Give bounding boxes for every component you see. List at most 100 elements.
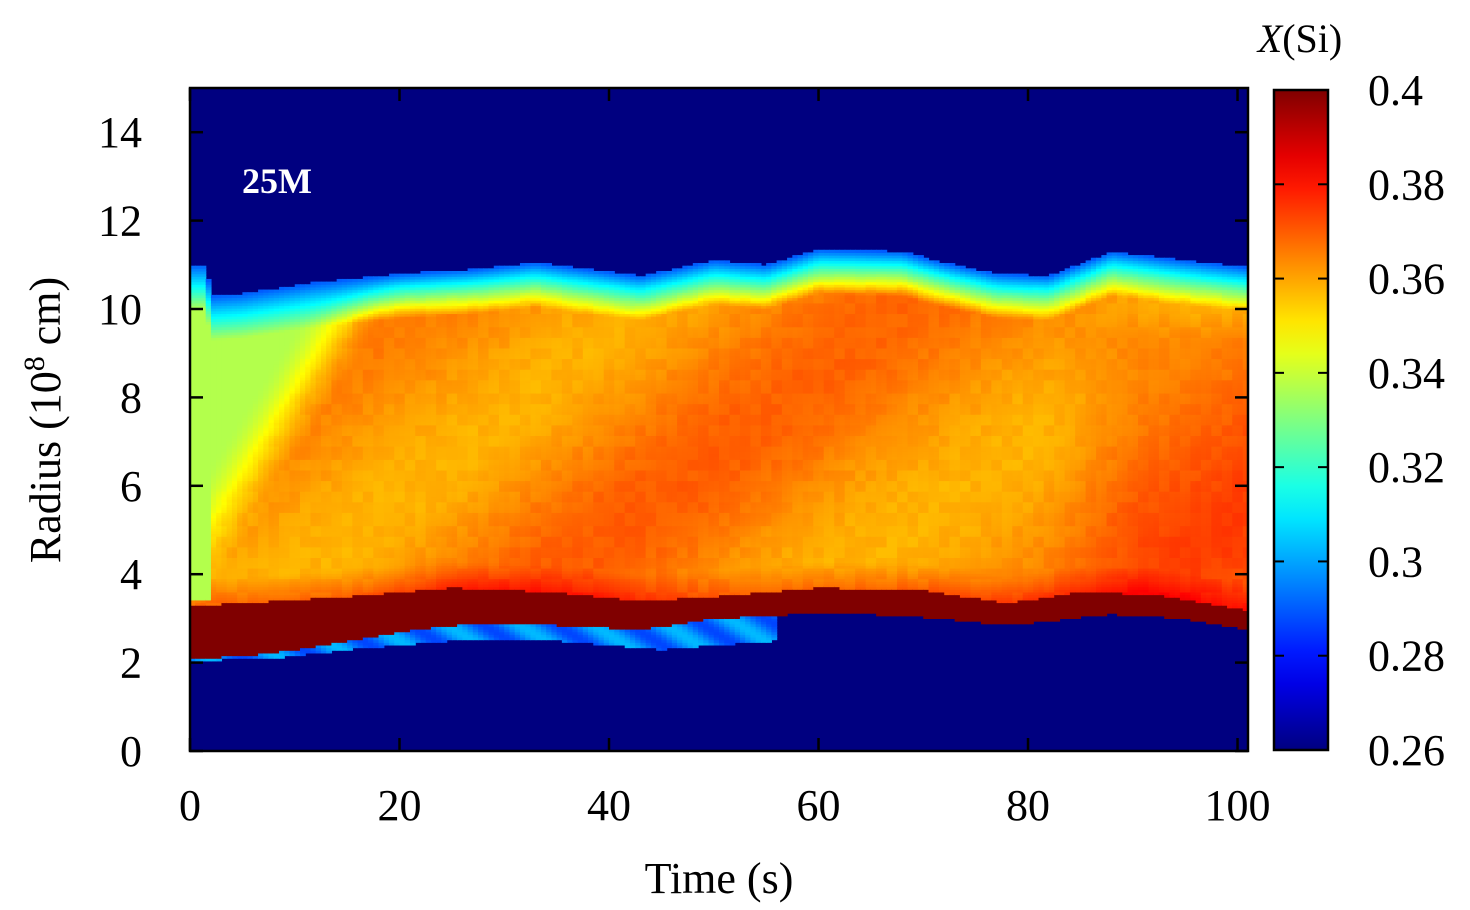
- heatmap-cell: [347, 318, 353, 322]
- heatmap-cell: [409, 422, 416, 429]
- heatmap-cell: [273, 300, 280, 304]
- heatmap-cell: [216, 300, 223, 304]
- heatmap-cell: [221, 560, 228, 564]
- heatmap-cell: [268, 528, 275, 532]
- heatmap-cell: [441, 483, 448, 495]
- heatmap-cell: [231, 310, 238, 315]
- heatmap-cell: [231, 544, 238, 548]
- heatmap-cell: [336, 347, 343, 352]
- heatmap-cell: [252, 427, 259, 431]
- heatmap-cell: [252, 528, 259, 532]
- heatmap-cell: [247, 546, 254, 551]
- heatmap-cell: [389, 453, 395, 460]
- heatmap-cell: [378, 448, 385, 452]
- heatmap-cell: [258, 390, 264, 394]
- heatmap-cell: [299, 300, 306, 304]
- heatmap-cell: [436, 469, 443, 482]
- heatmap-cell: [457, 398, 463, 405]
- heatmap-cell: [289, 313, 296, 317]
- heatmap-cell: [305, 451, 312, 455]
- heatmap-cell: [341, 316, 348, 320]
- heatmap-cell: [258, 387, 264, 391]
- heatmap-cell: [231, 300, 238, 304]
- heatmap-cell: [320, 371, 327, 376]
- heatmap-cell: [268, 517, 275, 521]
- heatmap-cell: [368, 392, 374, 397]
- heatmap-cell: [357, 517, 364, 527]
- heatmap-cell: [305, 493, 312, 498]
- heatmap-cell: [399, 575, 406, 580]
- heatmap-cell: [357, 408, 364, 413]
- heatmap-cell: [279, 408, 285, 413]
- heatmap-cell: [362, 530, 369, 537]
- heatmap-cell: [221, 530, 228, 535]
- heatmap-cell: [341, 453, 348, 458]
- heatmap-cell: [263, 424, 270, 429]
- heatmap-cell: [310, 488, 317, 492]
- heatmap-cell: [268, 406, 275, 410]
- heatmap-cell: [415, 491, 422, 500]
- heatmap-cell: [326, 326, 333, 330]
- heatmap-cell: [310, 294, 317, 299]
- heatmap-cell: [315, 472, 322, 476]
- heatmap-cell: [320, 310, 327, 315]
- heatmap-cell: [352, 453, 359, 458]
- heatmap-cell: [394, 411, 401, 415]
- heatmap-cell: [310, 302, 317, 307]
- heatmap-cell: [394, 491, 401, 503]
- heatmap-cell: [279, 499, 285, 503]
- heatmap-cell: [341, 504, 348, 508]
- heatmap-cell: [336, 520, 343, 527]
- heatmap-cell: [352, 358, 359, 362]
- heatmap-cell: [399, 435, 406, 439]
- heatmap-cell: [299, 403, 306, 407]
- heatmap-cell: [394, 591, 401, 633]
- heatmap-cell: [216, 599, 223, 604]
- heatmap-cell: [404, 525, 411, 529]
- heatmap-cell: [305, 483, 312, 487]
- heatmap-cell: [310, 546, 317, 551]
- heatmap-cell: [210, 658, 217, 662]
- heatmap-cell: [404, 591, 411, 633]
- heatmap-cell: [326, 432, 333, 437]
- heatmap-cell: [336, 310, 343, 315]
- heatmap-cell: [273, 655, 280, 659]
- heatmap-cell: [252, 504, 259, 508]
- heatmap-cell: [247, 448, 254, 452]
- heatmap-cell: [284, 395, 291, 399]
- heatmap-cell: [336, 557, 343, 561]
- heatmap-cell: [310, 316, 317, 320]
- heatmap-cell: [336, 400, 343, 405]
- heatmap-cell: [252, 316, 259, 320]
- heatmap-cell: [289, 583, 296, 588]
- heatmap-cell: [336, 578, 343, 582]
- heatmap-cell: [399, 390, 406, 394]
- heatmap-cell: [268, 305, 275, 309]
- heatmap-cell: [284, 353, 291, 357]
- heatmap-cell: [216, 297, 223, 301]
- heatmap-cell: [200, 605, 207, 659]
- heatmap-cell: [310, 573, 317, 577]
- heatmap-cell: [315, 318, 322, 322]
- heatmap-cell: [399, 552, 406, 556]
- heatmap-cell: [231, 318, 238, 322]
- heatmap-cell: [383, 377, 390, 381]
- heatmap-cell: [247, 565, 254, 569]
- heatmap-cell: [341, 326, 348, 330]
- heatmap-cell: [221, 453, 228, 458]
- heatmap-cell: [399, 536, 406, 540]
- heatmap-cell: [205, 310, 212, 315]
- heatmap-cell: [231, 464, 238, 468]
- heatmap-cell: [258, 501, 264, 505]
- heatmap-cell: [289, 533, 296, 537]
- heatmap-cell: [289, 578, 296, 582]
- heatmap-cell: [373, 453, 380, 458]
- heatmap-cell: [294, 334, 301, 338]
- heatmap-cell: [341, 467, 348, 471]
- heatmap-cell: [305, 339, 312, 344]
- heatmap-cell: [305, 488, 312, 492]
- heatmap-cell: [273, 430, 280, 434]
- heatmap-cell: [294, 525, 301, 529]
- heatmap-cell: [273, 308, 280, 312]
- heatmap-cell: [315, 395, 322, 399]
